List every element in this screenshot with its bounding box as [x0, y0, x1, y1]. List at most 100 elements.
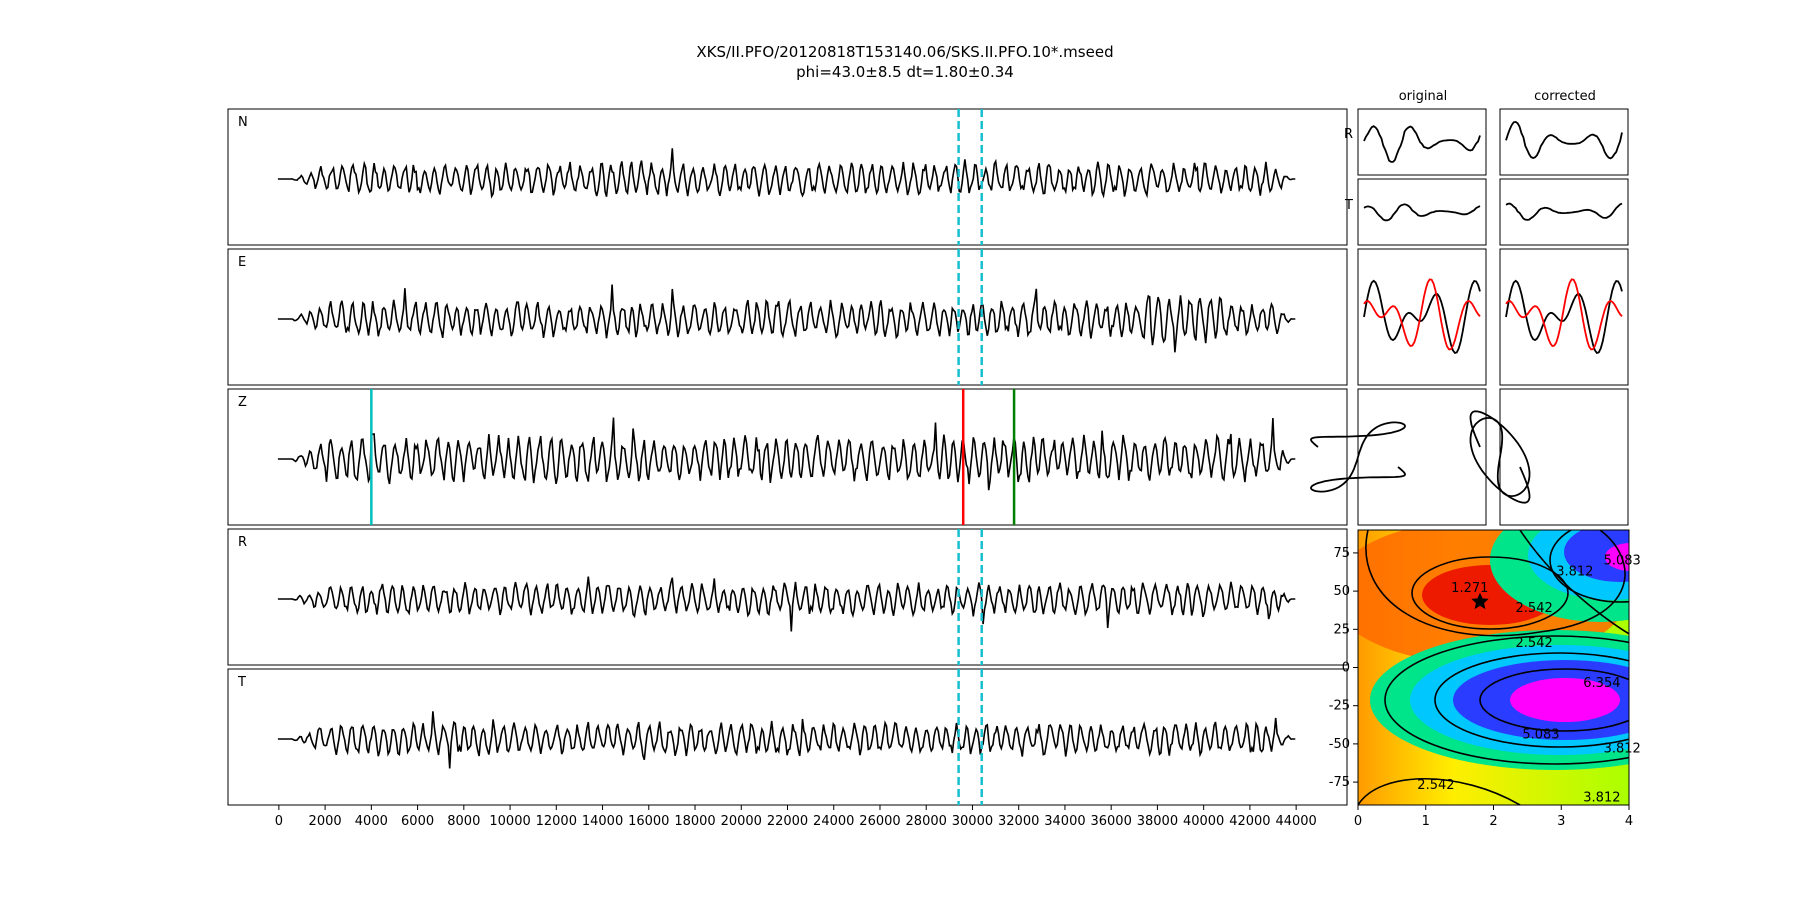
- small-panel-frame: [1357, 108, 1487, 176]
- heat-x-tick-label: 2: [1489, 814, 1497, 829]
- panel-r: R: [227, 528, 1348, 666]
- small-panel-original-1: [1357, 108, 1487, 176]
- row-label-t: T: [1344, 198, 1353, 213]
- contour-label: 2.542: [1516, 636, 1553, 651]
- contour-3-812-bottom: [1384, 635, 1629, 765]
- x-tick-label: 42000: [1229, 814, 1270, 829]
- contour-label: 5.083: [1522, 728, 1559, 743]
- panel-label-z: Z: [238, 395, 247, 410]
- heat-y-tick-label: 0: [1342, 661, 1350, 676]
- panel-label-n: N: [238, 115, 248, 130]
- small-panel-frame: [1499, 388, 1629, 526]
- contour-2-542-bottom: [1358, 777, 1521, 805]
- trace-r: [277, 576, 1296, 632]
- heat-y-tick-label: 75: [1333, 546, 1350, 561]
- small-panel-original-2: [1357, 178, 1487, 246]
- contour-labels: 1.271 2.542 2.542 3.812 5.083 6.354 5.083 3.812…: [1417, 554, 1641, 806]
- x-tick-label: 16000: [628, 814, 669, 829]
- contour-label: 5.083: [1604, 554, 1641, 569]
- x-tick-label: 2000: [309, 814, 342, 829]
- heatmap-x-axis: 0 1 2 3 4: [1354, 805, 1633, 829]
- x-tick-label: 14000: [582, 814, 623, 829]
- waveform-x-axis: 0 2000 4000 6000 8000 10000 12000 14000 16000 180…: [275, 805, 1317, 829]
- heat-x-tick-label: 1: [1422, 814, 1430, 829]
- contour-5-083-top: [1549, 530, 1629, 603]
- panel-label-e: E: [238, 255, 246, 270]
- x-tick-label: 24000: [813, 814, 854, 829]
- panel-e: E: [227, 248, 1348, 386]
- trace-z: [277, 417, 1296, 491]
- panel-n: N: [227, 108, 1348, 246]
- error-surface: 1.271 2.542 2.542 3.812 5.083 6.354 5.083 3.812…: [1329, 529, 1641, 829]
- chart-subtitle: phi=43.0±8.5 dt=1.80±0.34: [796, 63, 1014, 81]
- particle-trace: [1363, 125, 1481, 163]
- small-panel-frame: [1499, 178, 1629, 246]
- small-panel-frame: [1357, 388, 1487, 526]
- small-panel-corrected-3: [1499, 248, 1629, 386]
- panel-frame: [227, 248, 1348, 386]
- particle-motion-panels: [1310, 108, 1629, 526]
- best-fit-star: [1471, 592, 1489, 610]
- heat-y-tick-label: 50: [1333, 584, 1350, 599]
- contour-label: 1.271: [1451, 581, 1488, 596]
- contour-label: 2.542: [1417, 778, 1454, 793]
- contour-label: 3.812: [1583, 790, 1620, 805]
- trace-n: [277, 148, 1296, 199]
- small-panel-frame: [1357, 248, 1487, 386]
- particle-motion: [1310, 421, 1406, 493]
- panel-label-t: T: [237, 675, 246, 690]
- panel-t: T: [227, 668, 1348, 806]
- small-panel-frame: [1499, 248, 1629, 386]
- particle-trace: [1505, 120, 1623, 160]
- column-title-corrected: corrected: [1534, 89, 1596, 104]
- chart-title: XKS/II.PFO/20120818T153140.06/SKS.II.PFO…: [696, 43, 1113, 61]
- x-tick-label: 22000: [767, 814, 808, 829]
- small-panel-original-4: [1310, 388, 1487, 526]
- contour-5-083-bottom: [1434, 652, 1629, 748]
- contour-label: 3.812: [1604, 741, 1641, 756]
- heat-x-tick-label: 3: [1557, 814, 1565, 829]
- particle-trace: [1505, 202, 1623, 221]
- waveform-panels: N E Z R T: [227, 108, 1348, 806]
- heatmap-y-axis: 75 50 25 0 -25 -50 -75: [1329, 546, 1358, 790]
- contour-label: 3.812: [1556, 564, 1593, 579]
- x-tick-label: 36000: [1090, 814, 1131, 829]
- overlay-trace-2: [1505, 278, 1623, 351]
- small-panel-original-3: [1357, 248, 1487, 386]
- particle-trace: [1363, 203, 1481, 222]
- x-tick-label: 18000: [674, 814, 715, 829]
- heatmap-peak-top: [1605, 543, 1629, 571]
- x-tick-label: 44000: [1275, 814, 1316, 829]
- small-panel-frame: [1499, 108, 1629, 176]
- x-tick-label: 20000: [721, 814, 762, 829]
- x-tick-label: 32000: [998, 814, 1039, 829]
- x-tick-label: 4000: [355, 814, 388, 829]
- x-tick-label: 10000: [489, 814, 530, 829]
- contour-6-354-bottom: [1479, 668, 1629, 732]
- small-panel-corrected-2: [1499, 178, 1629, 246]
- small-panel-corrected-1: [1499, 108, 1629, 176]
- small-panel-frame: [1357, 178, 1487, 246]
- overlay-trace-1: [1505, 279, 1623, 355]
- x-tick-label: 38000: [1137, 814, 1178, 829]
- contour-label: 2.542: [1516, 601, 1553, 616]
- x-tick-label: 0: [275, 814, 283, 829]
- x-tick-label: 12000: [536, 814, 577, 829]
- heatmap-peak-bottom: [1510, 678, 1620, 722]
- row-label-r: R: [1344, 127, 1353, 142]
- heat-x-tick-label: 4: [1625, 814, 1633, 829]
- x-tick-label: 30000: [952, 814, 993, 829]
- overlay-trace-1: [1363, 279, 1481, 355]
- contour-1-271: [1411, 556, 1569, 630]
- x-tick-label: 8000: [447, 814, 480, 829]
- heat-y-tick-label: -25: [1329, 699, 1350, 714]
- x-tick-label: 28000: [906, 814, 947, 829]
- x-tick-label: 6000: [401, 814, 434, 829]
- x-tick-label: 40000: [1183, 814, 1224, 829]
- contour-2-542-top: [1365, 530, 1626, 637]
- heat-x-tick-label: 0: [1354, 814, 1362, 829]
- heat-y-tick-label: -50: [1329, 737, 1350, 752]
- trace-e: [277, 284, 1296, 353]
- column-title-original: original: [1399, 89, 1448, 104]
